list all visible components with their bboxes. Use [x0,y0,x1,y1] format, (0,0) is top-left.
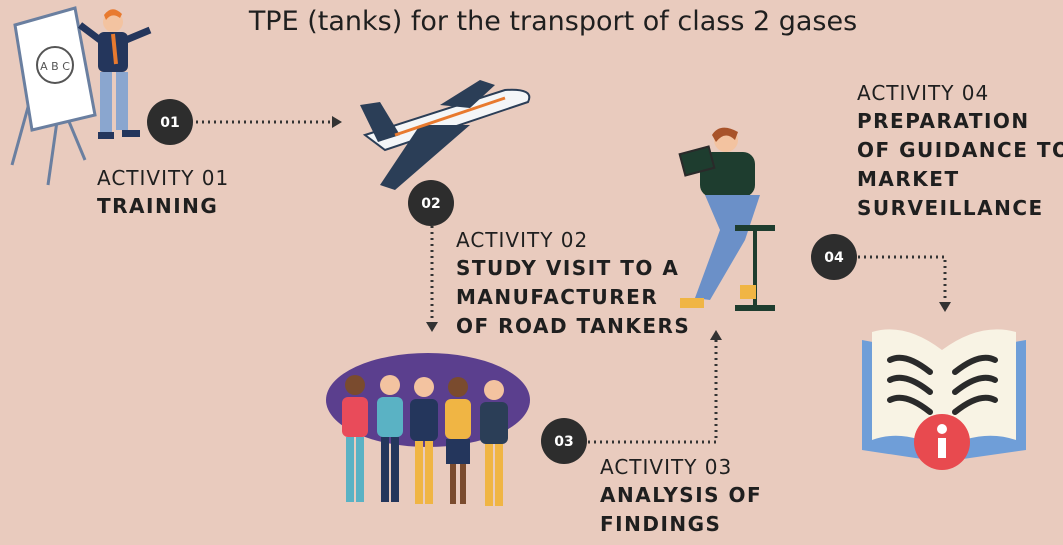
activity-label: ACTIVITY 02 [456,228,588,252]
activity-title: MANUFACTURER [456,285,658,309]
group-illustration [326,353,530,506]
connector [588,340,718,444]
svg-text:A B C: A B C [40,60,70,73]
plane-illustration [360,80,531,190]
arrowhead [426,322,438,332]
arrowhead [710,330,722,340]
arrowhead [939,302,951,312]
step-number: 04 [824,250,844,266]
step-number: 03 [554,434,573,450]
activity-title: PREPARATION [857,109,1030,133]
step-badge [541,418,587,464]
activity-title: TRAINING [97,194,218,218]
activity-title: SURVEILLANCE [857,196,1044,220]
person-illustration [678,127,775,311]
activity-label: ACTIVITY 03 [600,455,732,479]
step-badge [408,180,454,226]
activity-title: OF ROAD TANKERS [456,314,690,338]
activity-title: FINDINGS [600,512,721,536]
trainer-illustration: A B C [10,6,152,186]
book-illustration [862,329,1026,470]
activity-label: ACTIVITY 04 [857,81,989,105]
step-badge [147,99,193,145]
activity-label: ACTIVITY 01 [97,166,229,190]
activity-title: STUDY VISIT TO A [456,256,679,280]
step-number: 01 [160,115,179,131]
step-badge [811,234,857,280]
activity-title: ANALYSIS OF [600,483,762,507]
activity-title: OF GUIDANCE TO [857,138,1063,162]
title: TPE (tanks) for the transport of class 2… [248,6,857,37]
arrowhead [332,116,342,128]
activity-title: MARKET [857,167,960,191]
step-number: 02 [421,196,440,212]
